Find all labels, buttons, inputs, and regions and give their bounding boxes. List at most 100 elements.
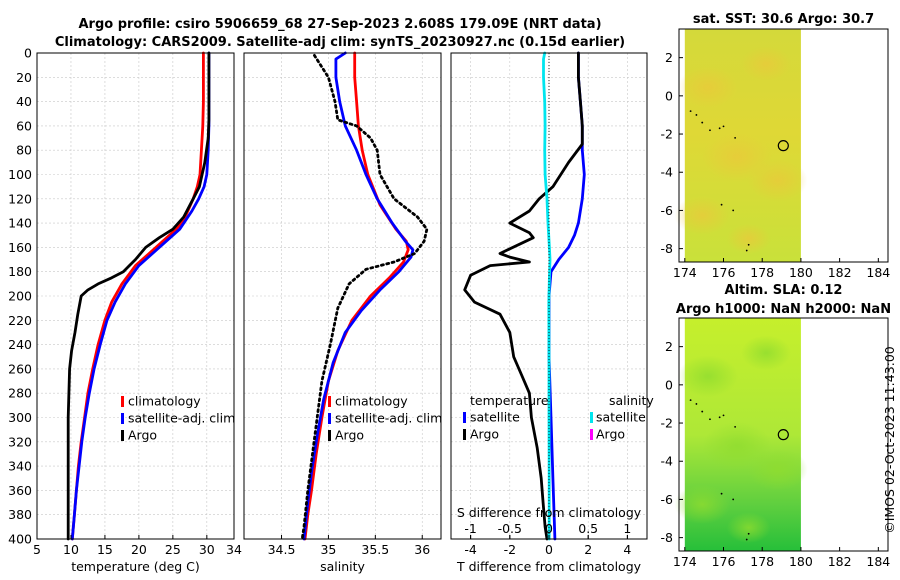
island-dot <box>695 114 698 116</box>
map-title: sat. SST: 30.6 Argo: 30.7 <box>693 12 874 27</box>
map-texture <box>741 335 792 371</box>
y-tick-label: -6 <box>661 203 674 218</box>
x-tick-label: 25 <box>165 542 181 557</box>
island-dot <box>747 532 750 535</box>
figure-title-line1: Argo profile: csiro 5906659_68 27-Sep-20… <box>78 17 601 32</box>
x-tick-label: 174 <box>673 265 697 280</box>
legend-header-salinity: salinity <box>609 393 654 408</box>
island-dot <box>747 243 750 246</box>
top-tick-label: 0 <box>545 521 553 536</box>
x-axis-label: T difference from climatology <box>456 559 642 574</box>
top-tick-label: 0.5 <box>578 521 598 536</box>
island-dot <box>720 492 723 495</box>
map-texture <box>726 512 771 544</box>
x-tick-label: 182 <box>828 554 852 569</box>
legend-swatch <box>463 412 466 423</box>
x-tick-label: 178 <box>750 554 774 569</box>
x-tick-label: 10 <box>63 542 79 557</box>
x-tick-label: 184 <box>866 554 890 569</box>
legend-label: satellite <box>596 410 646 425</box>
x-tick-label: 20 <box>131 542 147 557</box>
legend-swatch <box>590 429 593 440</box>
legend-swatch <box>328 413 331 424</box>
y-tick-label: 0 <box>665 88 673 103</box>
map-title: Argo h1000: NaN h2000: NaN <box>676 302 891 317</box>
top-axis-label: S difference from climatology <box>457 505 642 520</box>
argo-location-marker <box>777 429 789 441</box>
y-tick-label: 240 <box>8 337 32 352</box>
y-tick-label: 280 <box>8 386 32 401</box>
x-tick-label: 184 <box>866 265 890 280</box>
y-tick-label: 360 <box>8 483 32 498</box>
island-dot <box>701 121 704 124</box>
legend-label: climatology <box>335 394 408 409</box>
x-tick-label: 176 <box>712 554 736 569</box>
series-line-t-argo <box>463 51 584 541</box>
x-tick-label: 174 <box>673 554 697 569</box>
island-dot <box>722 125 725 128</box>
difference-panel: -4 -2 0 2 4 T difference from climatology temp… <box>450 51 654 574</box>
legend-swatch <box>121 396 124 407</box>
y-tick-label: 160 <box>8 240 32 255</box>
y-tick-label: 40 <box>16 94 32 109</box>
legend-label: Argo <box>335 428 364 443</box>
legend-header-temperature: temperature <box>470 393 549 408</box>
y-tick-label: 320 <box>8 434 32 449</box>
map-frame <box>678 28 889 263</box>
map-texture <box>674 484 731 524</box>
island-dot <box>718 127 721 130</box>
legend-label: Argo <box>128 428 157 443</box>
y-tick-label: 300 <box>8 410 32 425</box>
map-frame <box>678 317 889 552</box>
legend-swatch <box>328 430 331 441</box>
x-tick-label: 36 <box>414 542 430 557</box>
x-tick-label: 35.5 <box>361 542 389 557</box>
legend-label: satellite-adj. clim <box>128 411 235 426</box>
map-texture <box>726 223 771 255</box>
y-tick-label: -4 <box>661 165 674 180</box>
y-tick-label: -6 <box>661 492 674 507</box>
x-tick-label: 180 <box>789 554 813 569</box>
x-tick-label: 180 <box>789 265 813 280</box>
legend-label: satellite <box>470 410 520 425</box>
y-tick-label: 80 <box>16 143 32 158</box>
x-tick-label: -4 <box>464 542 477 557</box>
y-tick-label: 260 <box>8 361 32 376</box>
y-tick-label: 0 <box>24 46 32 61</box>
x-tick-label: 35 <box>320 542 336 557</box>
island-dot <box>709 418 711 421</box>
plot-frame <box>36 52 235 540</box>
salinity-panel: 34.5 35 35.5 36 salinity climatology satellite… <box>243 51 442 574</box>
legend-label: climatology <box>128 394 201 409</box>
x-tick-label: 34.5 <box>268 542 296 557</box>
top-tick-label: 1 <box>623 521 631 536</box>
y-tick-label: -8 <box>661 241 674 256</box>
x-tick-label: 182 <box>828 265 852 280</box>
y-tick-label: -2 <box>661 416 673 431</box>
legend-label: Argo <box>470 427 499 442</box>
island-dot <box>732 498 735 501</box>
plot-frame <box>243 52 442 540</box>
legend-swatch <box>121 430 124 441</box>
y-tick-label: 200 <box>8 289 32 304</box>
y-tick-label: 2 <box>665 50 673 65</box>
legend-swatch <box>121 413 124 424</box>
island-dot <box>695 403 698 405</box>
map-title: Altim. SLA: 0.12 <box>725 283 843 298</box>
top-tick-label: -1 <box>464 521 476 536</box>
island-dot <box>718 416 721 419</box>
x-tick-label: 178 <box>750 265 774 280</box>
y-tick-label: 220 <box>8 313 32 328</box>
y-tick-label: 100 <box>8 167 32 182</box>
map-texture <box>678 355 739 398</box>
legend-swatch <box>463 429 466 440</box>
argo-location-marker <box>777 140 789 152</box>
island-dot <box>701 410 704 413</box>
island-dot <box>745 249 748 252</box>
top-tick-label: -0.5 <box>498 521 522 536</box>
y-tick-label: 380 <box>8 507 32 522</box>
x-axis-label: salinity <box>320 559 365 574</box>
series-line-climatology <box>303 51 410 541</box>
island-dot <box>709 129 711 132</box>
island-dot <box>734 136 737 139</box>
